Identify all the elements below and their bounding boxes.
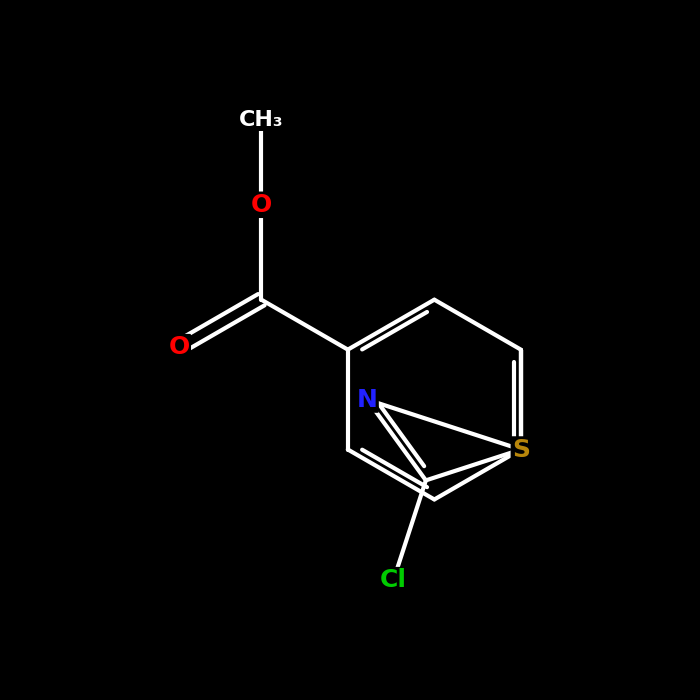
Text: Cl: Cl <box>380 568 407 592</box>
Text: S: S <box>512 438 530 461</box>
Text: CH₃: CH₃ <box>239 110 284 130</box>
Text: N: N <box>357 388 377 412</box>
Text: O: O <box>251 193 272 217</box>
Text: O: O <box>169 335 190 359</box>
